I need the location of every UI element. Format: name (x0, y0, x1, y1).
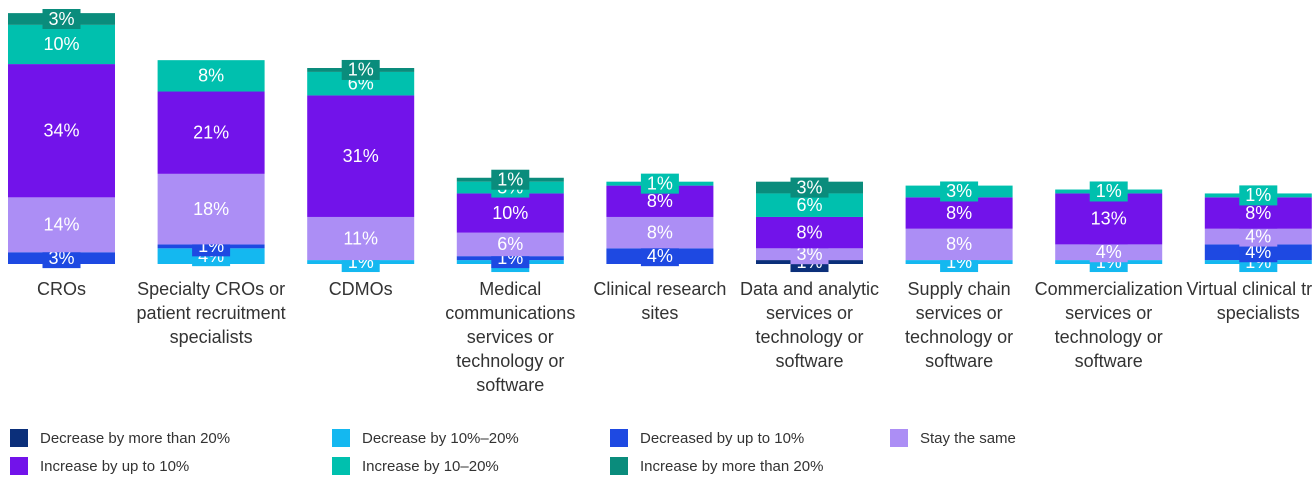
bar-segment (307, 71, 415, 96)
label-box (1239, 226, 1278, 247)
value-label: 3% (48, 9, 74, 29)
bar-segment (456, 232, 564, 257)
bar-segment (307, 216, 415, 261)
category-label: CDMOs (328, 279, 393, 299)
value-label: 8% (796, 222, 822, 242)
value-label: 13% (1091, 209, 1127, 229)
legend-label: Decreased by up to 10% (640, 429, 805, 447)
value-label: 4% (1245, 242, 1271, 262)
category-label: Clinical research sites (593, 279, 727, 323)
value-label: 8% (198, 66, 224, 86)
legend-swatch (610, 429, 628, 447)
bar-segment (157, 60, 265, 92)
bar-segment (8, 197, 115, 253)
legend-label: Increase by more than 20% (640, 457, 824, 475)
legend-swatch (610, 457, 628, 475)
legend-label: Decrease by more than 20% (40, 429, 231, 447)
legend-swatch (332, 457, 350, 475)
label-box (640, 173, 679, 194)
legend-label: Decrease by 10%–20% (362, 429, 519, 447)
value-label: 1% (1096, 181, 1122, 201)
label-box (790, 244, 829, 265)
bar-segment (1055, 193, 1163, 245)
value-label: 8% (946, 234, 972, 254)
value-label: 1% (497, 169, 523, 189)
value-label: 1% (348, 60, 374, 80)
value-label: 21% (193, 122, 229, 142)
legend-swatch (890, 429, 908, 447)
legend-item: Increase by up to 10% (10, 457, 189, 475)
legend-label: Stay the same (920, 429, 1016, 447)
label-box (42, 248, 81, 269)
value-label: 8% (946, 203, 972, 223)
bar-segment (905, 197, 1013, 229)
value-label: 4% (1245, 226, 1271, 246)
value-label: 4% (1096, 242, 1122, 262)
label-box (640, 246, 679, 267)
category-label: Medical communications services or techn… (445, 279, 576, 395)
legend-swatch (10, 457, 28, 475)
category-label: Supply chain services or technology or s… (905, 279, 1014, 371)
category-label: Data and analytic services or technology… (739, 279, 880, 371)
category-label: Commercialization services or technology… (1034, 279, 1183, 371)
bar-segment (756, 216, 863, 249)
value-label: 3% (796, 177, 822, 197)
value-label: 8% (1245, 203, 1271, 223)
value-label: 1% (1245, 185, 1271, 205)
legend-item: Decrease by 10%–20% (332, 429, 519, 447)
label-box (42, 9, 81, 29)
label-box (940, 181, 979, 202)
value-label: 11% (343, 228, 378, 248)
bar-segment (756, 193, 863, 217)
category-label: CROs (37, 279, 86, 299)
value-label: 6% (796, 195, 822, 215)
legend-item: Increase by 10–20% (332, 457, 499, 475)
label-box (1239, 185, 1278, 206)
legend-swatch (332, 429, 350, 447)
bar-segment (606, 216, 714, 249)
label-box (491, 169, 530, 190)
legend-item: Decreased by up to 10% (610, 429, 804, 447)
value-label: 34% (43, 120, 79, 140)
value-label: 10% (43, 34, 79, 54)
legend-label: Increase by 10–20% (362, 457, 499, 475)
value-label: 3% (48, 248, 74, 268)
label-box (1089, 242, 1128, 263)
value-label: 3% (946, 181, 972, 201)
value-label: 18% (193, 199, 229, 219)
bar-segment (157, 91, 265, 174)
value-label: 31% (343, 146, 379, 166)
bar-segment (8, 24, 115, 65)
label-box (1089, 181, 1128, 202)
bar-segment (905, 228, 1013, 261)
value-label: 4% (647, 246, 673, 266)
legend-item: Increase by more than 20% (610, 457, 823, 475)
value-label: 10% (492, 203, 528, 223)
category-label: Specialty CROs or patient recruitment sp… (136, 279, 286, 347)
value-label: 8% (647, 222, 673, 242)
value-label: 14% (43, 215, 79, 235)
label-box (341, 59, 380, 80)
legend-label: Increase by up to 10% (40, 457, 190, 475)
bar-segment (307, 95, 415, 217)
bar-segment (456, 193, 564, 233)
legend-item: Stay the same (890, 429, 1016, 447)
value-label: 8% (647, 191, 673, 211)
value-label: 6% (497, 234, 523, 254)
legend-item: Decrease by more than 20% (10, 429, 230, 447)
value-label: 3% (796, 244, 822, 264)
bar-segment (157, 173, 265, 245)
label-box (1239, 242, 1278, 263)
bar-segment (8, 64, 115, 198)
legend-swatch (10, 429, 28, 447)
value-label: 1% (647, 173, 673, 193)
label-box (790, 177, 829, 198)
category-label: Virtual clinical trial specialists (1186, 279, 1313, 323)
